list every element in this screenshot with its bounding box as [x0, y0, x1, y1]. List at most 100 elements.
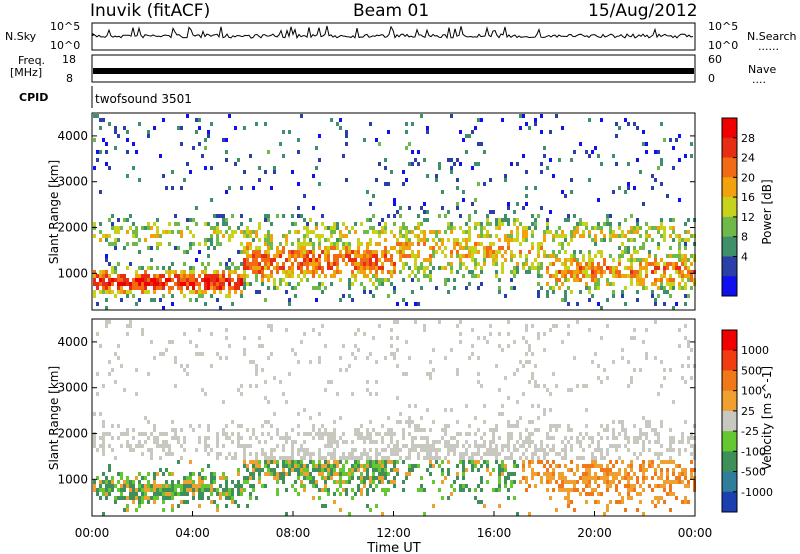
- echo-cell: [189, 270, 192, 274]
- echo-cell: [561, 230, 564, 234]
- echo-cell: [645, 258, 648, 262]
- echo-cell: [594, 500, 597, 504]
- echo-cell: [414, 424, 417, 428]
- echo-cell: [447, 290, 450, 294]
- echo-cell: [486, 480, 489, 484]
- echo-cell: [141, 266, 144, 270]
- echo-cell: [291, 270, 294, 274]
- echo-cell: [630, 262, 633, 266]
- echo-cell: [687, 480, 690, 484]
- echo-cell: [141, 282, 144, 286]
- echo-cell: [216, 214, 219, 218]
- echo-cell: [660, 444, 663, 448]
- echo-cell: [393, 222, 396, 226]
- echo-cell: [345, 472, 348, 476]
- echo-cell: [609, 266, 612, 270]
- echo-cell: [312, 286, 315, 290]
- echo-cell: [330, 226, 333, 230]
- echo-cell: [366, 250, 369, 254]
- echo-cell: [288, 130, 291, 134]
- echo-cell: [234, 230, 237, 234]
- echo-cell: [468, 432, 471, 436]
- echo-cell: [144, 274, 147, 278]
- echo-cell: [306, 432, 309, 436]
- echo-cell: [123, 488, 126, 492]
- echo-cell: [162, 174, 165, 178]
- echo-cell: [384, 492, 387, 496]
- echo-cell: [408, 432, 411, 436]
- echo-cell: [93, 436, 96, 440]
- echo-cell: [306, 250, 309, 254]
- echo-cell: [639, 234, 642, 238]
- echo-cell: [255, 230, 258, 234]
- echo-cell: [567, 424, 570, 428]
- echo-cell: [402, 246, 405, 250]
- echo-cell: [336, 246, 339, 250]
- echo-cell: [117, 286, 120, 290]
- echo-cell: [165, 452, 168, 456]
- echo-cell: [591, 270, 594, 274]
- echo-cell: [111, 242, 114, 246]
- echo-cell: [633, 186, 636, 190]
- echo-cell: [201, 290, 204, 294]
- echo-cell: [612, 294, 615, 298]
- echo-cell: [651, 270, 654, 274]
- echo-cell: [534, 428, 537, 432]
- echo-cell: [594, 448, 597, 452]
- echo-cell: [531, 472, 534, 476]
- echo-cell: [681, 472, 684, 476]
- echo-cell: [345, 226, 348, 230]
- echo-cell: [171, 278, 174, 282]
- echo-cell: [141, 444, 144, 448]
- echo-cell: [393, 352, 396, 356]
- echo-cell: [258, 480, 261, 484]
- echo-cell: [546, 436, 549, 440]
- echo-cell: [690, 460, 693, 464]
- echo-cell: [453, 242, 456, 246]
- echo-cell: [102, 290, 105, 294]
- echo-cell: [477, 242, 480, 246]
- echo-cell: [213, 230, 216, 234]
- echo-cell: [375, 250, 378, 254]
- echo-cell: [450, 166, 453, 170]
- echo-cell: [675, 464, 678, 468]
- echo-cell: [168, 274, 171, 278]
- echo-cell: [324, 226, 327, 230]
- echo-cell: [618, 420, 621, 424]
- echo-cell: [216, 298, 219, 302]
- echo-cell: [528, 444, 531, 448]
- echo-cell: [384, 472, 387, 476]
- echo-cell: [123, 480, 126, 484]
- echo-cell: [225, 424, 228, 428]
- echo-cell: [573, 234, 576, 238]
- echo-cell: [96, 114, 99, 118]
- echo-cell: [456, 464, 459, 468]
- echo-cell: [471, 258, 474, 262]
- echo-cell: [588, 274, 591, 278]
- echo-cell: [678, 238, 681, 242]
- echo-cell: [537, 332, 540, 336]
- echo-cell: [126, 428, 129, 432]
- echo-cell: [519, 126, 522, 130]
- echo-cell: [357, 456, 360, 460]
- echo-cell: [315, 226, 318, 230]
- echo-cell: [513, 218, 516, 222]
- echo-cell: [351, 488, 354, 492]
- echo-cell: [348, 282, 351, 286]
- echo-cell: [687, 356, 690, 360]
- echo-cell: [369, 238, 372, 242]
- echo-cell: [564, 452, 567, 456]
- echo-cell: [267, 468, 270, 472]
- echo-cell: [264, 122, 267, 126]
- echo-cell: [252, 230, 255, 234]
- velocity-colorbar-segment: [722, 471, 737, 493]
- echo-cell: [102, 512, 105, 516]
- echo-cell: [672, 480, 675, 484]
- echo-cell: [567, 242, 570, 246]
- echo-cell: [384, 468, 387, 472]
- echo-cell: [576, 270, 579, 274]
- echo-cell: [516, 218, 519, 222]
- echo-cell: [432, 266, 435, 270]
- echo-cell: [588, 464, 591, 468]
- echo-cell: [306, 278, 309, 282]
